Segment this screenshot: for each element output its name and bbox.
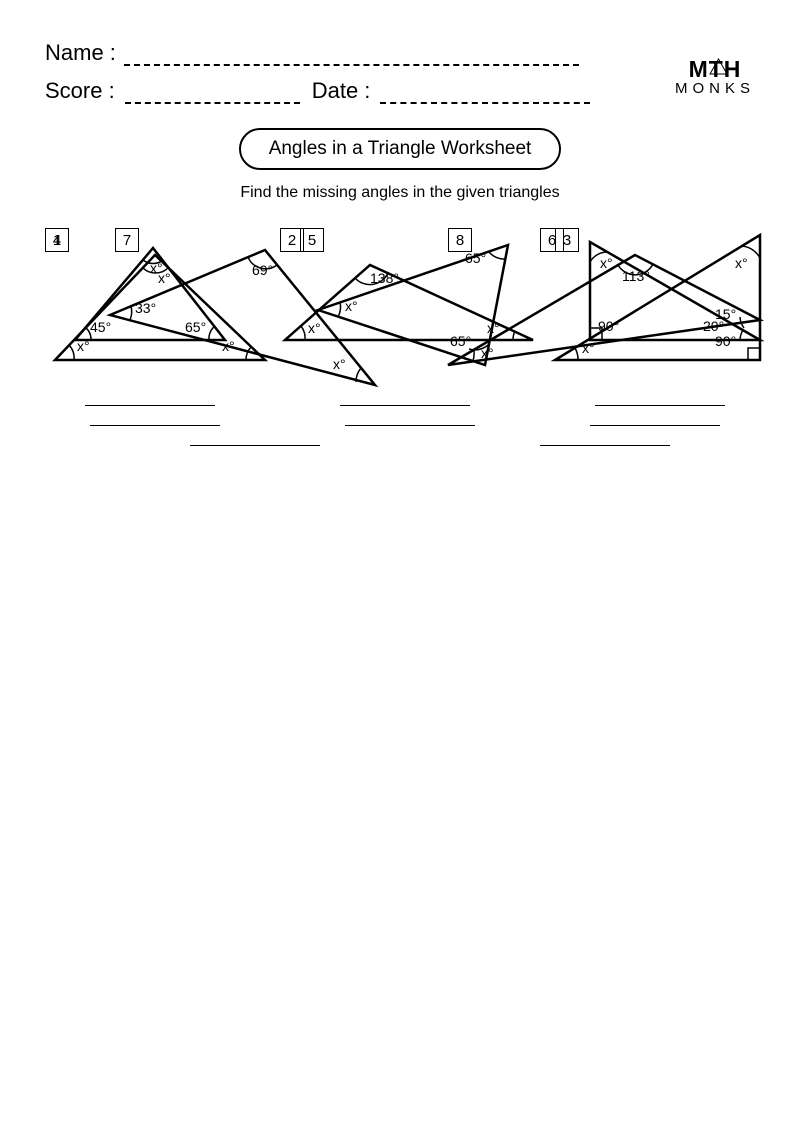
name-line [124,48,579,66]
date-line [380,86,590,104]
angle-label: 33° [135,300,156,316]
problem-8: 8 x° 113° 15° [440,220,770,450]
angle-label: 69° [252,262,273,278]
problem-7: 7 33° 69° x° [95,220,405,450]
math-monks-logo: MTH MONKS [675,58,755,96]
answer-line [190,445,320,446]
angle-label: 15° [715,306,736,322]
angle-label: x° [77,338,90,354]
date-label: Date : [312,78,371,104]
name-label: Name : [45,40,116,66]
angle-label: x° [333,356,346,372]
problems-grid: 1 45° 65° x° 2 x° 138° x° [45,220,755,1100]
angle-label: x° [481,345,494,361]
answer-line [540,445,670,446]
angle-label: 113° [622,268,650,284]
score-label: Score : [45,78,115,104]
worksheet-title: Angles in a Triangle Worksheet [239,128,562,170]
worksheet-subtitle: Find the missing angles in the given tri… [45,184,755,202]
score-line [125,86,300,104]
